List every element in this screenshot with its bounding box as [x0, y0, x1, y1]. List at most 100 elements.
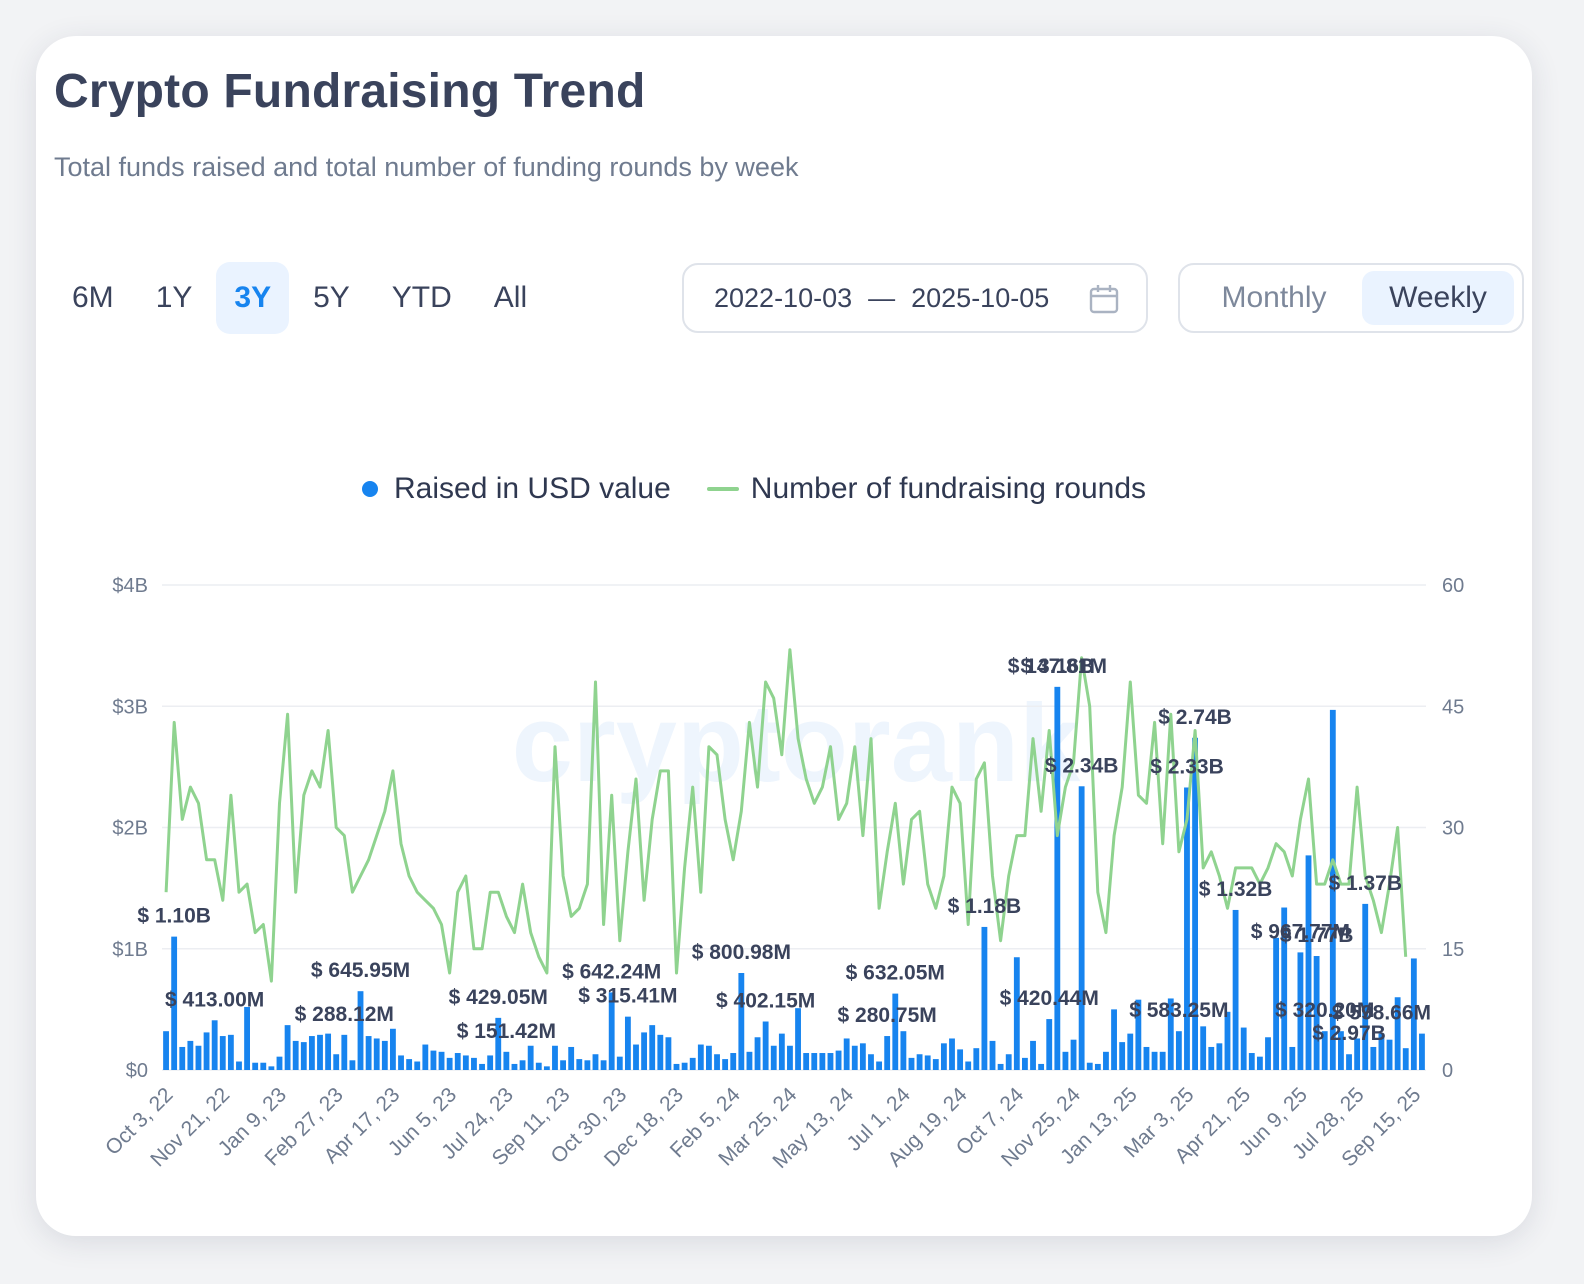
funds-bar	[681, 1062, 688, 1070]
range-1y-button[interactable]: 1Y	[155, 281, 193, 314]
funds-bar	[949, 1038, 955, 1070]
funds-bar	[851, 1045, 858, 1070]
funds-bar	[819, 1053, 826, 1070]
funds-bar	[811, 1053, 818, 1070]
page-subtitle: Total funds raised and total number of f…	[54, 152, 799, 182]
funds-bar	[624, 1016, 631, 1070]
date-range-picker[interactable]: 2022-10-03 — 2025-10-05	[682, 263, 1148, 333]
funds-bar	[1030, 1040, 1036, 1070]
bar-data-label: $ 402.15M	[716, 990, 815, 1013]
funds-bar	[706, 1045, 712, 1070]
funds-bar	[1313, 956, 1320, 1070]
funds-bar	[762, 1021, 769, 1070]
funds-bar	[1094, 1063, 1101, 1070]
funds-bar	[600, 1060, 607, 1070]
funds-bar	[1200, 1026, 1207, 1070]
funds-bar	[373, 1038, 380, 1070]
funds-bar	[1175, 1031, 1182, 1070]
funds-bar	[1159, 1051, 1166, 1070]
date-end: 2025-10-05	[911, 282, 1050, 313]
legend-item-raised[interactable]: Raised in USD value	[362, 472, 671, 506]
page-title: Crypto Fundraising Trend	[54, 65, 646, 118]
funds-bar	[527, 1045, 534, 1070]
funds-bar	[1135, 999, 1142, 1070]
range-all-button[interactable]: All	[493, 281, 528, 314]
bar-data-label: $ 2.33B	[1150, 755, 1224, 778]
range-ytd-button[interactable]: YTD	[391, 281, 452, 314]
bar-data-label: $ 413.00M	[165, 988, 264, 1011]
funds-bar	[616, 1056, 623, 1070]
funds-bar	[1378, 1033, 1385, 1070]
funds-bar	[795, 1008, 801, 1070]
funds-bar	[454, 1053, 461, 1070]
funds-bar	[438, 1051, 445, 1070]
funds-bar	[835, 1050, 842, 1070]
funds-bar	[171, 936, 178, 1070]
funds-bar	[641, 1032, 648, 1070]
funds-bar	[365, 1036, 372, 1070]
funds-bar	[446, 1057, 453, 1070]
funds-bar	[479, 1063, 485, 1070]
funds-bar	[1062, 1051, 1069, 1070]
funds-bar	[957, 1049, 964, 1070]
funds-bar	[649, 1025, 656, 1070]
y-right-tick-label: 30	[1442, 818, 1464, 840]
fundraising-chart: cryptorank$0 0$1B 15$2B 30$3B 45$4B 60$ 1.10B…	[101, 575, 1464, 1173]
funds-bar	[730, 1053, 737, 1070]
funds-bar	[1402, 1048, 1409, 1070]
bar-data-label: $ 429.05M	[449, 986, 548, 1009]
legend-label-raised: Raised in USD value	[394, 472, 671, 505]
bar-data-label: $ 800.98M	[692, 941, 791, 964]
legend-item-rounds[interactable]: Number of fundraising rounds	[706, 472, 1146, 506]
funds-bar	[1111, 1009, 1117, 1070]
funds-bar	[1013, 957, 1020, 1070]
funds-bar	[1419, 1033, 1425, 1070]
funds-bar	[471, 1057, 477, 1070]
chart-legend: Raised in USD value Number of fundraisin…	[362, 472, 1182, 506]
funds-bar	[1127, 1033, 1134, 1070]
funds-bar	[227, 1034, 234, 1070]
funds-bar	[1410, 958, 1417, 1070]
funds-bar	[584, 1060, 591, 1070]
funds-bar	[714, 1054, 720, 1070]
bar-data-label: $ 967.77M	[1251, 920, 1350, 943]
calendar-icon[interactable]	[1088, 283, 1120, 315]
funds-bar	[673, 1063, 680, 1070]
funds-bar	[1265, 1037, 1271, 1070]
funds-bar	[1167, 998, 1174, 1070]
bar-data-label: $ 147.81M	[1008, 655, 1107, 678]
funds-bar	[1297, 952, 1304, 1070]
funds-bar	[1281, 907, 1288, 1070]
funds-bar	[187, 1040, 194, 1070]
funds-bar	[1005, 1054, 1012, 1070]
range-6m-button[interactable]: 6M	[72, 281, 114, 314]
funds-bar	[1289, 1046, 1296, 1070]
funds-bar	[1329, 709, 1336, 1070]
funds-bar	[803, 1053, 810, 1070]
bar-data-label: $ 1.32B	[1199, 878, 1273, 901]
funds-bar	[1346, 1054, 1352, 1070]
funds-bar	[884, 1036, 891, 1070]
funds-bar	[300, 1042, 307, 1070]
funds-bar	[195, 1045, 202, 1070]
funds-bar	[1046, 1019, 1053, 1070]
bar-data-label: $ 632.05M	[846, 962, 945, 985]
funds-bar	[592, 1054, 599, 1070]
funds-bar	[357, 991, 364, 1070]
bar-data-label: $ 320.20M	[1275, 999, 1374, 1022]
range-3y-button[interactable]: 3Y	[216, 262, 290, 334]
funds-bar	[689, 1057, 696, 1070]
funds-bar	[1022, 1057, 1028, 1070]
funds-bar	[276, 1056, 283, 1070]
funds-bar	[511, 1063, 518, 1070]
range-5y-button[interactable]: 5Y	[313, 281, 350, 314]
range-selector: 6M 1Y 3Y 5Y YTD All	[54, 262, 551, 334]
funds-bar	[1305, 855, 1312, 1070]
funds-bar	[697, 1044, 704, 1070]
monthly-button[interactable]: Monthly	[1221, 281, 1327, 314]
funds-bar	[827, 1053, 834, 1070]
funds-bar	[179, 1046, 186, 1070]
bar-data-label: $ 2.97B	[1312, 1022, 1386, 1045]
bar-data-label: $ 2.34B	[1045, 754, 1119, 777]
weekly-button[interactable]: Weekly	[1362, 271, 1514, 325]
